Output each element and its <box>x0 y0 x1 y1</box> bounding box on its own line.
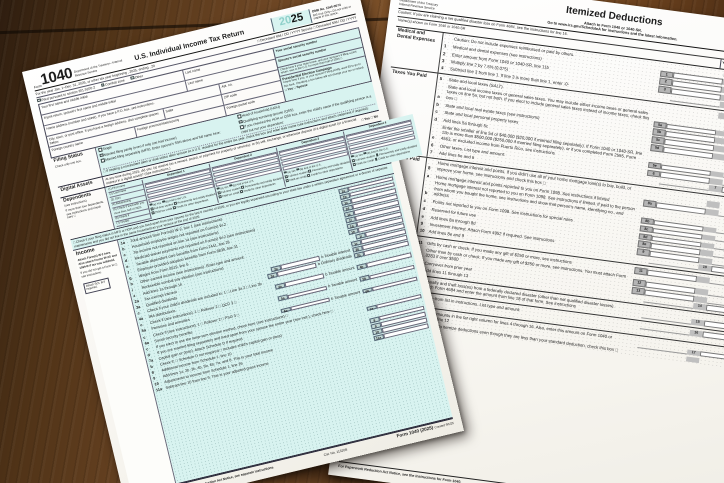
section-margin-label: Medical and Dental Expenses <box>390 26 444 74</box>
line-number-box: 16 <box>689 329 703 337</box>
amount-cell[interactable] <box>702 331 724 345</box>
line-number-box: 7 <box>708 185 723 193</box>
line-number-box <box>685 356 700 364</box>
attach-schb-note: Attach Sch. B if required. <box>82 277 111 295</box>
checkbox-label: Other <box>134 74 144 80</box>
catalog-number: Cat. No. 11320B <box>323 447 348 457</box>
digital-assets-no-checkbox[interactable]: □ No <box>370 113 379 120</box>
amount-cell[interactable] <box>699 358 724 371</box>
form-word: Form <box>33 83 43 90</box>
draft-date-note: Created 9/5/25 <box>434 421 455 430</box>
line-number-box: 14 <box>692 302 707 311</box>
line-number-box: 11a <box>372 333 384 341</box>
line-number-box: 10 <box>697 264 712 272</box>
line-number-box: 15 <box>690 318 705 327</box>
line-number-box: 4 <box>719 101 724 109</box>
schedule-a-footer: For Paperwork Reduction Act Notice, see … <box>338 460 724 483</box>
pec-you-checkbox[interactable]: □ You <box>284 86 294 93</box>
digital-assets-yes-checkbox[interactable]: □ Yes <box>360 115 371 122</box>
